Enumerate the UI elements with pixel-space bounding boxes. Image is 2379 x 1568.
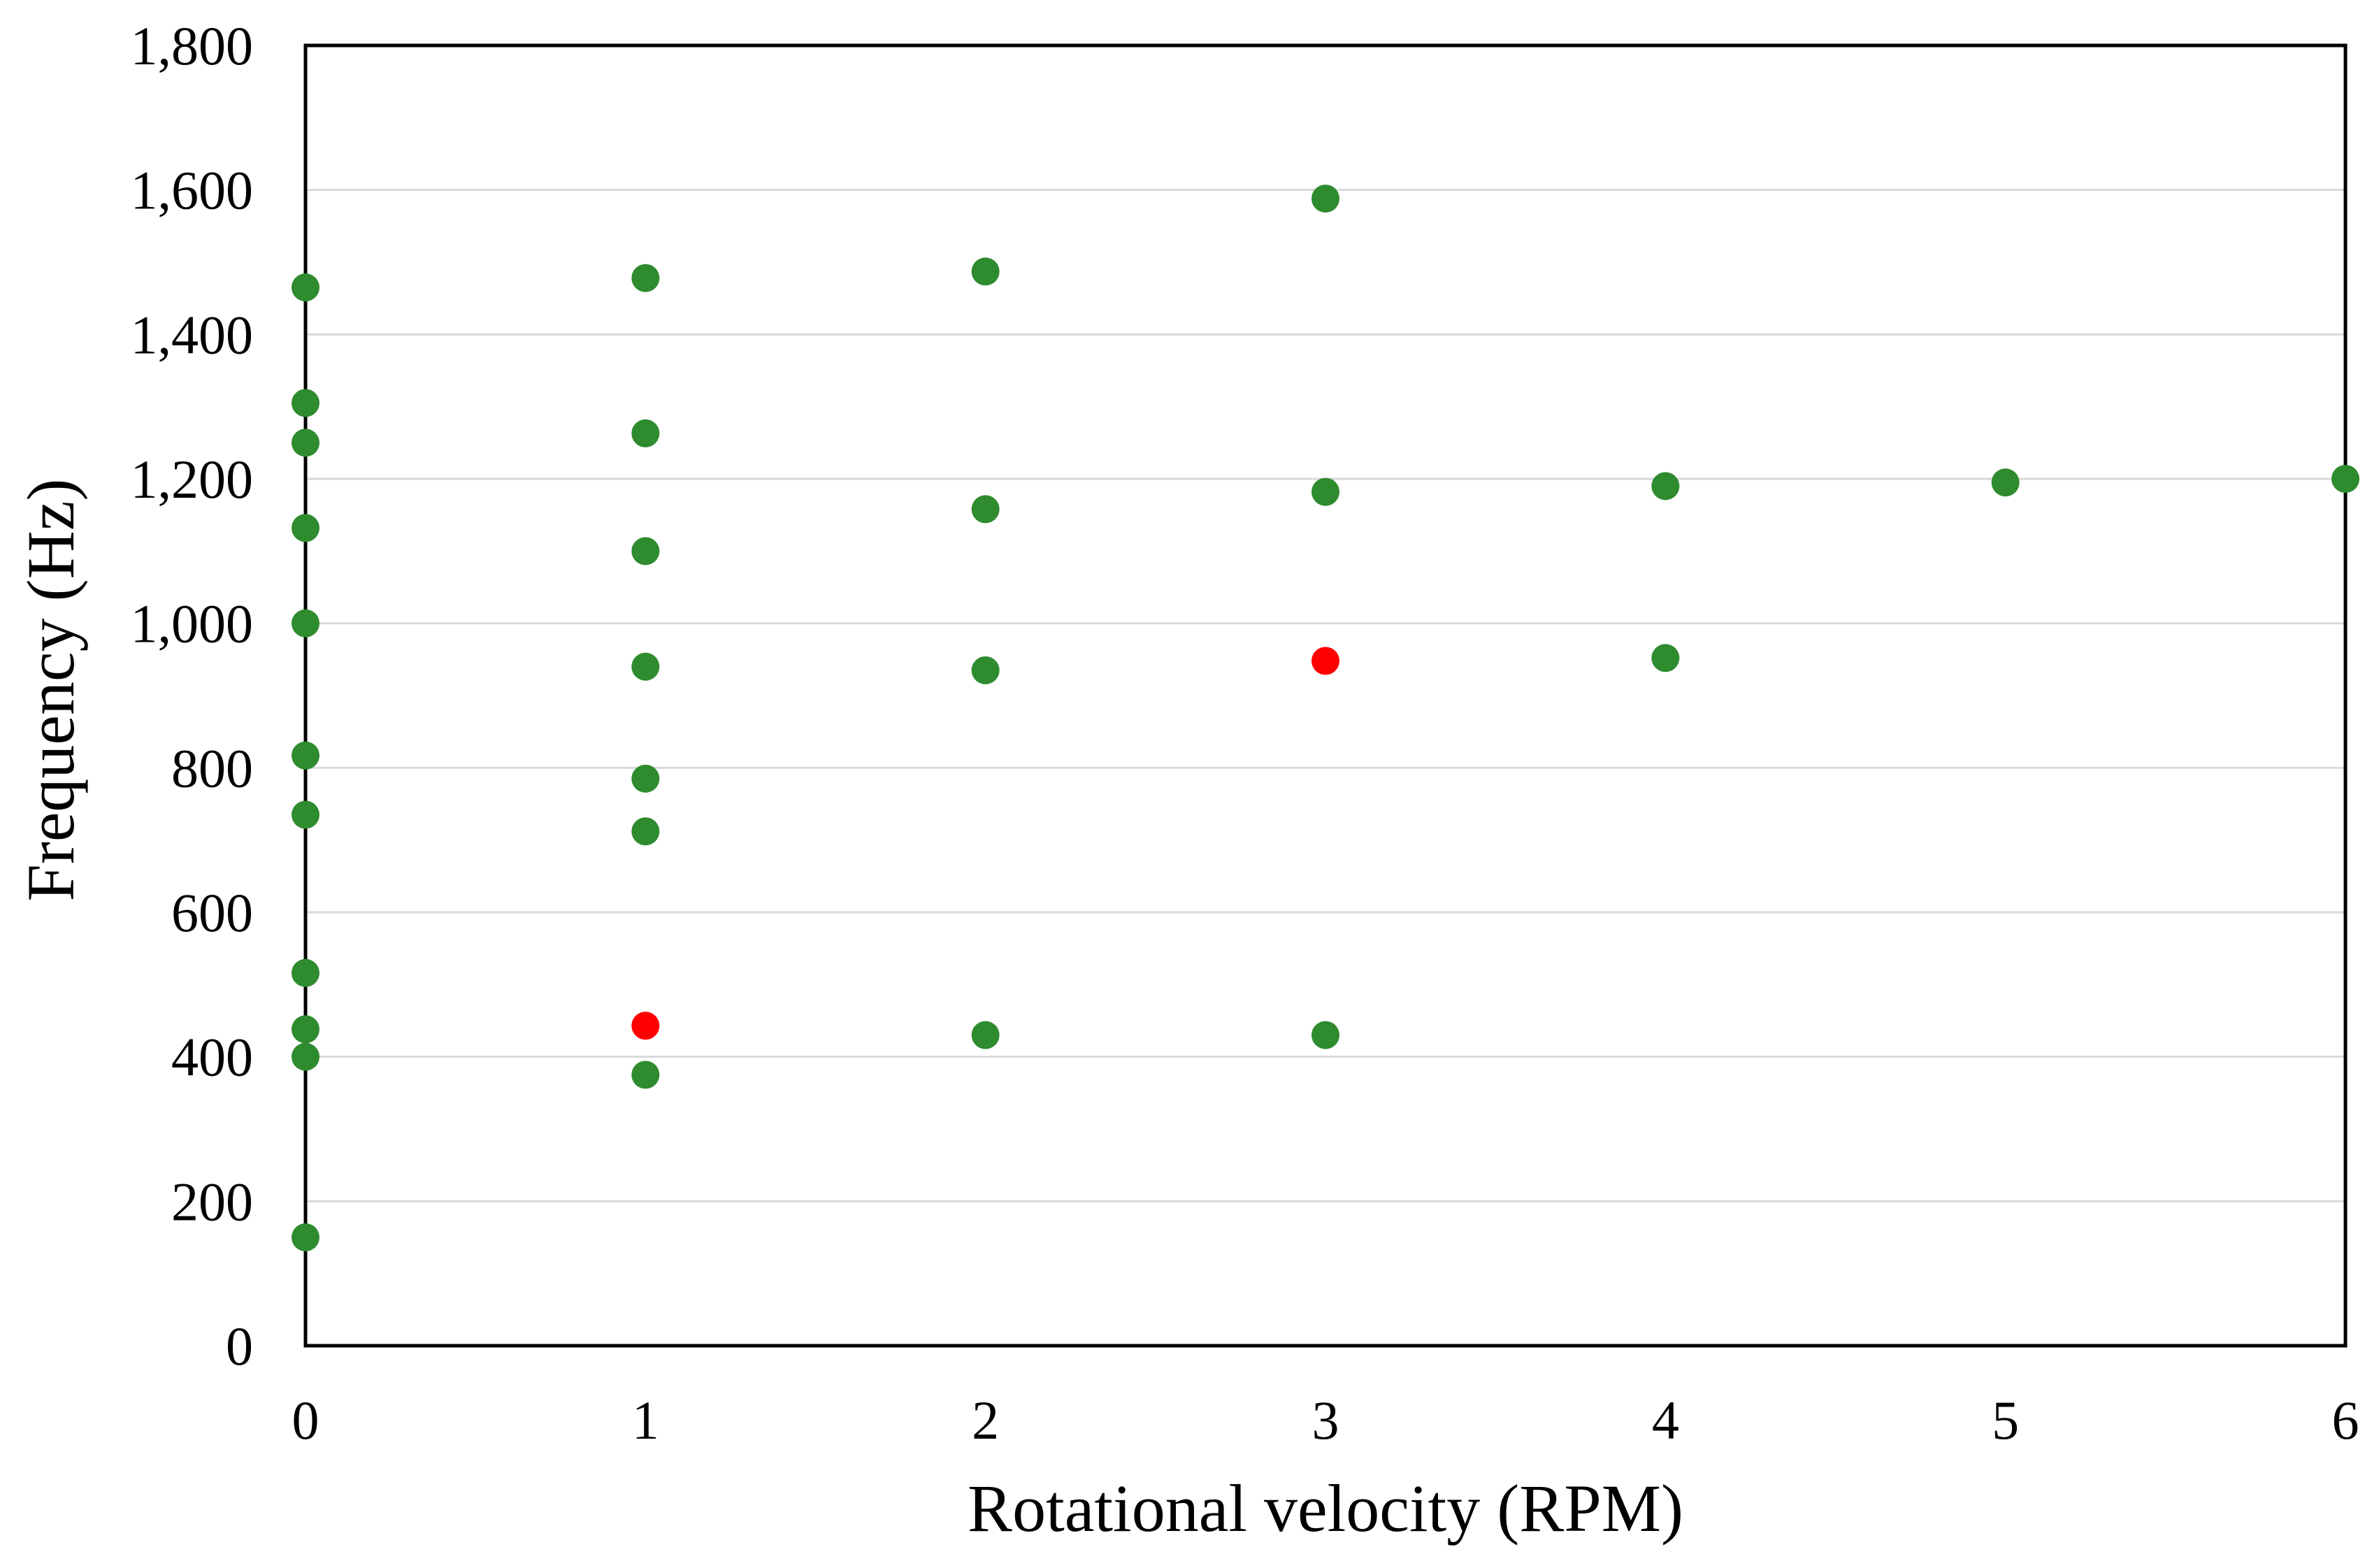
point-modes [631,264,660,292]
x-tick-label: 2 [972,1390,999,1451]
point-modes [971,1021,1000,1049]
point-modes [1991,468,2020,497]
y-tick-label: 1,800 [131,15,254,76]
x-tick-label: 5 [1992,1390,2019,1451]
point-modes [1311,185,1339,213]
y-axis-title: Frequency (Hz) [13,478,88,901]
point-modes [631,419,660,447]
y-tick-label: 800 [171,738,253,798]
point-modes [292,741,319,770]
point-modes [971,656,1000,684]
data-points [292,185,2359,1251]
point-modes [631,537,660,566]
x-tick-label: 0 [292,1390,319,1451]
point-modes [292,1042,319,1071]
y-axis-ticks: 0 200 400 600 800 1,000 1,200 1,400 1,600 1,800 [131,15,254,1376]
y-tick-label: 1,400 [131,304,254,365]
point-highlighted [631,1012,660,1040]
y-tick-label: 1,600 [131,160,254,221]
point-modes [631,764,660,793]
y-tick-label: 400 [171,1027,253,1088]
point-modes [292,1223,319,1251]
point-modes [292,514,319,542]
gridlines [306,189,2345,1202]
y-tick-label: 1,000 [131,594,254,654]
point-modes [631,1060,660,1089]
point-modes [2331,465,2359,493]
point-modes [971,495,1000,524]
point-modes [292,1015,319,1044]
point-modes [631,652,660,681]
x-tick-label: 6 [2332,1390,2359,1451]
y-tick-label: 0 [226,1316,253,1376]
point-modes [292,273,319,302]
point-highlighted [1311,647,1339,675]
point-modes [1651,644,1680,672]
point-modes [631,817,660,846]
x-tick-label: 4 [1652,1390,1679,1451]
point-modes [971,257,1000,286]
y-tick-label: 200 [171,1171,253,1232]
point-modes [1651,472,1680,501]
point-modes [292,389,319,417]
point-modes [292,800,319,829]
x-tick-label: 3 [1312,1390,1339,1451]
point-modes [292,958,319,987]
point-modes [292,429,319,457]
point-modes [1311,477,1339,506]
y-tick-label: 1,200 [131,449,254,510]
x-axis-title: Rotational velocity (RPM) [968,1471,1683,1546]
x-axis-ticks: 0 1 2 3 4 5 6 [292,1390,2359,1451]
y-tick-label: 600 [171,882,253,943]
x-tick-label: 1 [632,1390,659,1451]
point-modes [1311,1021,1339,1049]
plot-area-frame [303,43,2348,1348]
point-modes [292,609,319,638]
